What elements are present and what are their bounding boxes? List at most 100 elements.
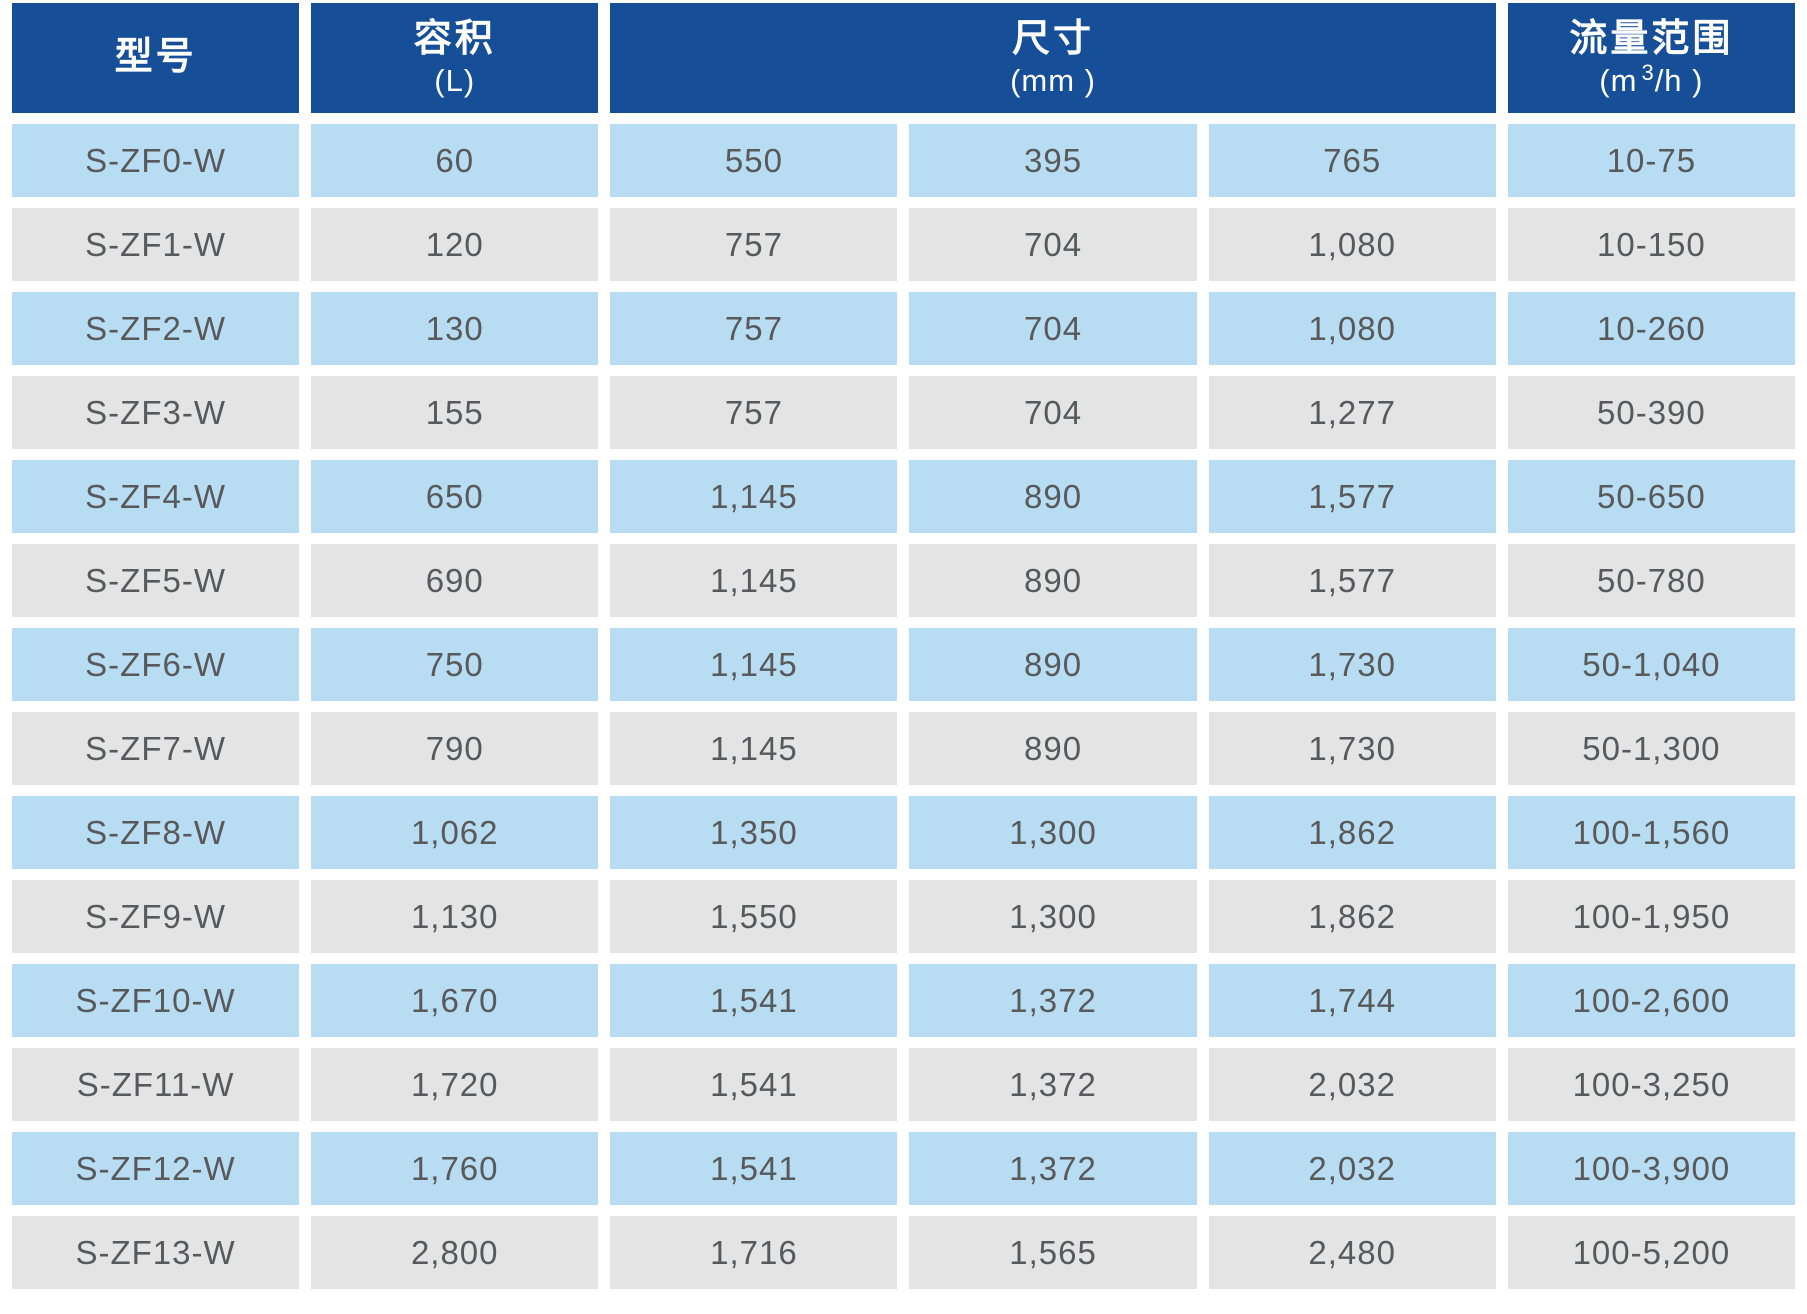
dimension-2-cell: 1,372 (909, 964, 1197, 1037)
dimension-2-cell: 1,372 (909, 1132, 1197, 1205)
flow-range-cell: 50-650 (1507, 460, 1795, 533)
table-row: S-ZF12-W 1,760 1,541 1,372 2,032 100-3,9… (12, 1132, 1795, 1205)
table-row: S-ZF8-W 1,062 1,350 1,300 1,862 100-1,56… (12, 796, 1795, 869)
spec-table-body: S-ZF0-W 60 550 395 765 10-75 S-ZF1-W 120… (12, 124, 1795, 1289)
table-row: S-ZF10-W 1,670 1,541 1,372 1,744 100-2,6… (12, 964, 1795, 1037)
volume-cell: 120 (311, 208, 599, 281)
volume-cell: 130 (311, 292, 599, 365)
dimension-1-cell: 757 (610, 376, 898, 449)
dimension-2-cell: 890 (909, 628, 1197, 701)
model-cell: S-ZF9-W (12, 880, 300, 953)
flow-range-cell: 100-2,600 (1507, 964, 1795, 1037)
dimension-3-cell: 1,080 (1208, 292, 1496, 365)
header-volume-title: 容积 (413, 17, 496, 60)
dimension-2-cell: 890 (909, 712, 1197, 785)
model-cell: S-ZF0-W (12, 124, 300, 197)
volume-cell: 1,670 (311, 964, 599, 1037)
dimension-1-cell: 550 (610, 124, 898, 197)
model-cell: S-ZF4-W (12, 460, 300, 533)
dimension-1-cell: 1,145 (610, 460, 898, 533)
table-row: S-ZF9-W 1,130 1,550 1,300 1,862 100-1,95… (12, 880, 1795, 953)
header-volume-unit: (L) (434, 63, 476, 99)
dimension-1-cell: 757 (610, 292, 898, 365)
dimension-3-cell: 1,577 (1208, 544, 1496, 617)
dimension-3-cell: 1,744 (1208, 964, 1496, 1037)
header-flow-range: 流量范围 (m 3/h ) (1507, 3, 1795, 113)
table-row: S-ZF3-W 155 757 704 1,277 50-390 (12, 376, 1795, 449)
table-row: S-ZF13-W 2,800 1,716 1,565 2,480 100-5,2… (12, 1216, 1795, 1289)
flow-range-cell: 100-3,250 (1507, 1048, 1795, 1121)
dimension-2-cell: 1,565 (909, 1216, 1197, 1289)
flow-range-cell: 100-3,900 (1507, 1132, 1795, 1205)
header-dimensions-title: 尺寸 (1012, 17, 1095, 60)
dimension-3-cell: 2,480 (1208, 1216, 1496, 1289)
header-dimensions: 尺寸 (mm ) (610, 3, 1496, 113)
flow-range-cell: 10-150 (1507, 208, 1795, 281)
model-cell: S-ZF11-W (12, 1048, 300, 1121)
flow-range-cell: 100-1,560 (1507, 796, 1795, 869)
dimension-1-cell: 1,541 (610, 1048, 898, 1121)
dimension-1-cell: 1,716 (610, 1216, 898, 1289)
dimension-2-cell: 704 (909, 376, 1197, 449)
header-row: 型号 容积 (L) 尺寸 (mm ) 流量范围 (m 3/h ) (12, 3, 1795, 113)
volume-cell: 1,760 (311, 1132, 599, 1205)
model-cell: S-ZF2-W (12, 292, 300, 365)
dimension-3-cell: 1,862 (1208, 796, 1496, 869)
dimension-3-cell: 2,032 (1208, 1132, 1496, 1205)
table-row: S-ZF6-W 750 1,145 890 1,730 50-1,040 (12, 628, 1795, 701)
volume-cell: 1,720 (311, 1048, 599, 1121)
flow-range-cell: 50-780 (1507, 544, 1795, 617)
header-flow-range-unit: (m 3/h ) (1599, 59, 1704, 99)
volume-cell: 650 (311, 460, 599, 533)
model-cell: S-ZF12-W (12, 1132, 300, 1205)
dimension-2-cell: 395 (909, 124, 1197, 197)
model-cell: S-ZF6-W (12, 628, 300, 701)
volume-cell: 1,062 (311, 796, 599, 869)
model-cell: S-ZF8-W (12, 796, 300, 869)
header-flow-range-title: 流量范围 (1569, 17, 1734, 60)
flow-range-cell: 100-5,200 (1507, 1216, 1795, 1289)
dimension-3-cell: 765 (1208, 124, 1496, 197)
dimension-1-cell: 1,145 (610, 544, 898, 617)
header-model-title: 型号 (114, 36, 197, 79)
table-row: S-ZF4-W 650 1,145 890 1,577 50-650 (12, 460, 1795, 533)
dimension-2-cell: 704 (909, 292, 1197, 365)
model-cell: S-ZF13-W (12, 1216, 300, 1289)
flow-range-cell: 10-260 (1507, 292, 1795, 365)
table-row: S-ZF5-W 690 1,145 890 1,577 50-780 (12, 544, 1795, 617)
flow-range-cell: 50-1,040 (1507, 628, 1795, 701)
dimension-2-cell: 704 (909, 208, 1197, 281)
header-dimensions-unit: (mm ) (1010, 63, 1096, 99)
volume-cell: 155 (311, 376, 599, 449)
model-cell: S-ZF5-W (12, 544, 300, 617)
table-row: S-ZF7-W 790 1,145 890 1,730 50-1,300 (12, 712, 1795, 785)
dimension-3-cell: 1,730 (1208, 628, 1496, 701)
dimension-1-cell: 1,541 (610, 1132, 898, 1205)
dimension-3-cell: 1,577 (1208, 460, 1496, 533)
dimension-3-cell: 2,032 (1208, 1048, 1496, 1121)
model-cell: S-ZF1-W (12, 208, 300, 281)
model-cell: S-ZF7-W (12, 712, 300, 785)
dimension-2-cell: 1,300 (909, 796, 1197, 869)
dimension-1-cell: 757 (610, 208, 898, 281)
flow-range-cell: 50-390 (1507, 376, 1795, 449)
volume-cell: 2,800 (311, 1216, 599, 1289)
dimension-2-cell: 1,300 (909, 880, 1197, 953)
table-row: S-ZF1-W 120 757 704 1,080 10-150 (12, 208, 1795, 281)
dimension-1-cell: 1,550 (610, 880, 898, 953)
table-row: S-ZF0-W 60 550 395 765 10-75 (12, 124, 1795, 197)
header-model: 型号 (12, 3, 300, 113)
flow-range-cell: 100-1,950 (1507, 880, 1795, 953)
dimension-3-cell: 1,730 (1208, 712, 1496, 785)
flow-range-cell: 10-75 (1507, 124, 1795, 197)
volume-cell: 690 (311, 544, 599, 617)
dimension-1-cell: 1,145 (610, 628, 898, 701)
table-row: S-ZF2-W 130 757 704 1,080 10-260 (12, 292, 1795, 365)
dimension-2-cell: 890 (909, 460, 1197, 533)
dimension-3-cell: 1,080 (1208, 208, 1496, 281)
dimension-3-cell: 1,862 (1208, 880, 1496, 953)
dimension-1-cell: 1,145 (610, 712, 898, 785)
dimension-2-cell: 1,372 (909, 1048, 1197, 1121)
volume-cell: 60 (311, 124, 599, 197)
